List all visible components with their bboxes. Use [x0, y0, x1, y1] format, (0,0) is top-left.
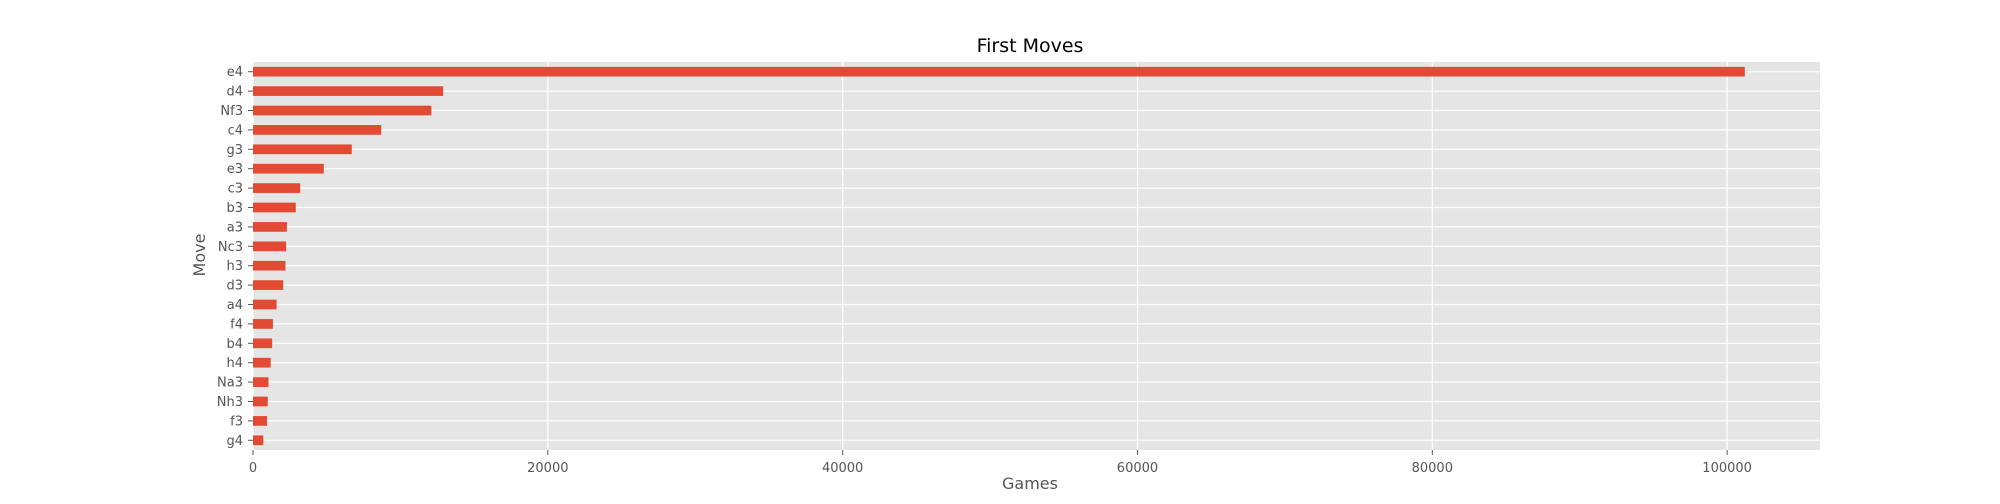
y-tick-label: a3	[227, 220, 243, 235]
bar-e4	[253, 66, 1745, 77]
bar-d3	[253, 280, 284, 290]
bar-layer	[253, 66, 1745, 446]
y-tick-label: f3	[230, 414, 243, 429]
x-tick-label: 20000	[527, 461, 568, 476]
bar-nh3	[253, 396, 268, 407]
x-axis-ticks: 0 20000 40000 60000 80000 100000	[249, 450, 1752, 476]
bar-e3	[253, 163, 324, 174]
y-tick-label: e3	[227, 162, 243, 177]
bar-b3	[253, 202, 296, 213]
x-axis-label: Games	[1002, 474, 1058, 493]
bar-na3	[253, 377, 269, 387]
y-tick-label: b3	[226, 201, 243, 216]
y-axis-label: Move	[190, 234, 209, 277]
y-tick-label: Na3	[217, 376, 243, 391]
bar-a3	[253, 222, 287, 232]
y-tick-label: e4	[227, 65, 243, 80]
y-tick-label: d3	[226, 279, 243, 294]
x-tick-label: 40000	[822, 461, 863, 476]
y-axis-ticks: e4 d4 Nf3 c4 g3 e3 c3 b3 a3 Nc3 h3 d3 a4 f4 b4 h4 Na3 Nh3…	[217, 65, 253, 449]
bar-nc3	[253, 241, 287, 252]
bar-b4	[253, 338, 273, 349]
bar-g4	[253, 435, 264, 446]
y-tick-label: b4	[226, 337, 243, 352]
plot-background	[253, 62, 1820, 450]
bar-h4	[253, 357, 271, 368]
y-tick-label: f4	[230, 317, 243, 332]
bar-d4	[253, 86, 444, 96]
bar-f3	[253, 416, 268, 426]
y-tick-label: h3	[226, 259, 243, 274]
y-tick-label: c4	[228, 123, 243, 138]
y-tick-label: Nf3	[220, 104, 243, 119]
y-tick-label: g4	[226, 434, 243, 449]
bar-g3	[253, 144, 352, 155]
x-tick-label: 60000	[1117, 461, 1158, 476]
grid-layer	[252, 62, 1820, 450]
y-tick-label: h4	[226, 356, 243, 371]
y-tick-label: c3	[228, 182, 243, 197]
y-tick-label: Nh3	[217, 395, 243, 410]
x-tick-label: 0	[249, 461, 257, 476]
x-tick-label: 100000	[1702, 461, 1752, 476]
bar-nf3	[253, 105, 432, 116]
bar-f4	[253, 319, 273, 329]
bar-c4	[253, 125, 382, 135]
bar-h3	[253, 260, 286, 271]
x-tick-label: 80000	[1412, 461, 1453, 476]
y-tick-label: a4	[227, 298, 243, 313]
bar-c3	[253, 183, 301, 193]
bar-a4	[253, 299, 277, 310]
y-tick-label: Nc3	[218, 240, 243, 255]
y-tick-label: g3	[226, 143, 243, 158]
y-tick-label: d4	[226, 85, 243, 100]
chart-title: First Moves	[977, 35, 1084, 57]
